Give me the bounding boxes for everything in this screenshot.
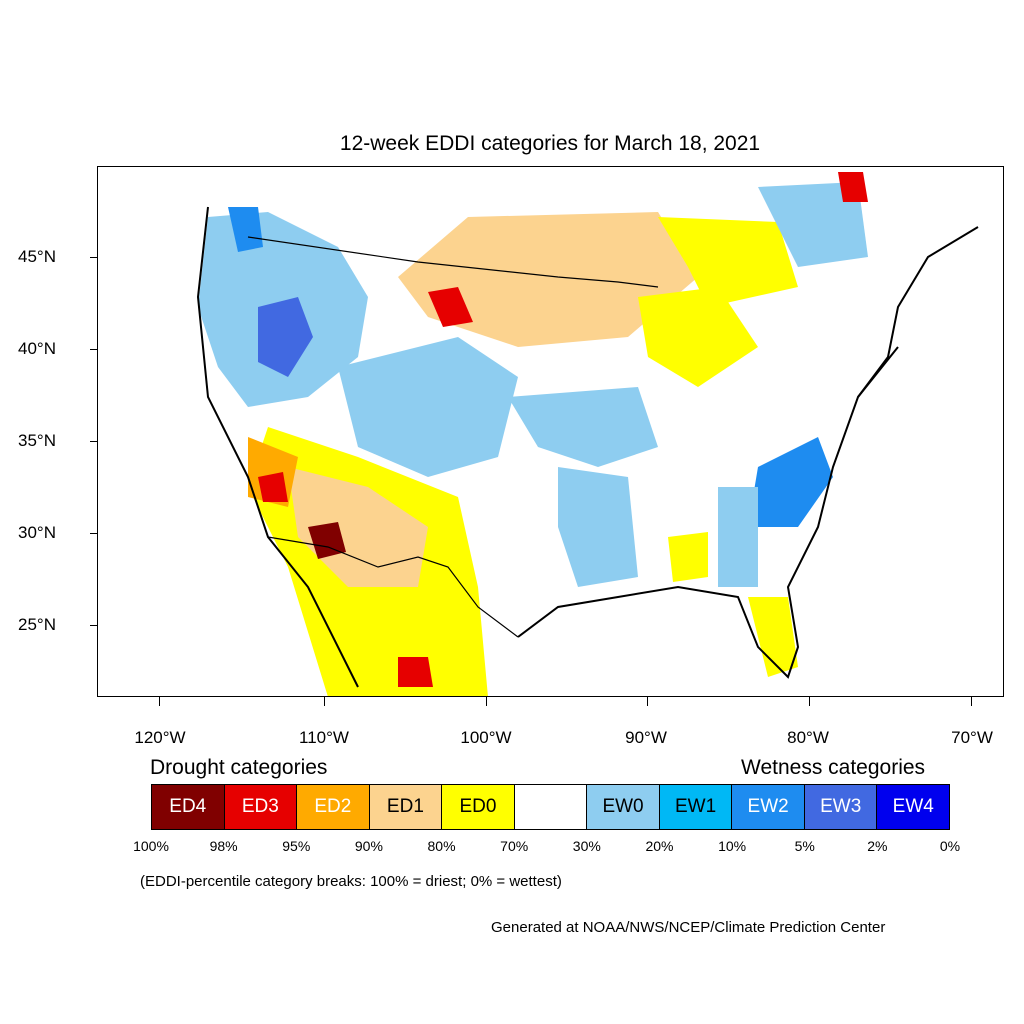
- lat-label-35: 35°N: [18, 431, 56, 450]
- carolinas-wet-region: [748, 437, 833, 527]
- drought-legend-heading: Drought categories: [150, 756, 328, 779]
- category-patches: [198, 172, 868, 696]
- break-label: 70%: [500, 838, 529, 854]
- legend-cell-ed0: ED0: [442, 785, 515, 829]
- northeast-coast: [857, 226, 979, 398]
- northern-plains-ed0-region: [658, 217, 798, 307]
- break-label: 95%: [282, 838, 311, 854]
- northern-plains-ed1-region: [398, 212, 698, 347]
- break-label: 30%: [572, 838, 601, 854]
- dakota-ed3-patch: [428, 287, 473, 327]
- credit-text: Generated at NOAA/NWS/NCEP/Climate Predi…: [491, 919, 886, 936]
- eddi-map: [196, 172, 979, 696]
- lon-label-70: 70°W: [951, 728, 993, 747]
- lon-tick-120: [159, 697, 160, 706]
- break-label: 90%: [354, 838, 383, 854]
- map-title: 12-week EDDI categories for March 18, 20…: [339, 132, 761, 155]
- break-label: 80%: [427, 838, 456, 854]
- legend-cell-ew4: EW4: [877, 785, 950, 829]
- appalachian-wet-region: [718, 487, 758, 587]
- lon-label-120: 120°W: [134, 728, 186, 747]
- rockies-wet-region: [338, 337, 518, 477]
- lon-label-110: 110°W: [299, 728, 349, 747]
- lat-tick-35: [90, 441, 98, 442]
- lat-tick-45: [90, 257, 98, 258]
- florida-ed0-region: [748, 597, 798, 677]
- wetness-legend-heading: Wetness categories: [741, 756, 926, 779]
- break-label: 100%: [133, 838, 169, 854]
- lon-label-100: 100°W: [460, 728, 512, 747]
- mexico-ed3-patch: [398, 657, 433, 687]
- lon-tick-70: [971, 697, 972, 706]
- legend-cell-ed2: ED2: [297, 785, 370, 829]
- lon-label-80: 80°W: [787, 728, 829, 747]
- legend-cell-ed1: ED1: [369, 785, 443, 829]
- west-coast: [196, 206, 359, 688]
- lat-label-40: 40°N: [18, 339, 56, 358]
- legend-cell-ed3: ED3: [224, 785, 298, 829]
- break-label: 0%: [939, 838, 961, 854]
- lat-tick-40: [90, 349, 98, 350]
- northeast-wet-region: [758, 182, 868, 267]
- category-note: (EDDI-percentile category breaks: 100% =…: [140, 873, 562, 890]
- arizona-ed4-patch: [308, 522, 346, 559]
- south-central-wet-region: [558, 467, 638, 587]
- lat-label-25: 25°N: [18, 615, 56, 634]
- canada-border: [247, 236, 659, 288]
- legend-cell-ed4: ED4: [152, 785, 225, 829]
- break-label: 5%: [794, 838, 815, 854]
- legend-cell-ew1: EW1: [659, 785, 733, 829]
- nevada-ed3-patch: [258, 472, 288, 502]
- break-label: 20%: [645, 838, 674, 854]
- lon-tick-80: [809, 697, 810, 706]
- boundaries: [196, 206, 979, 688]
- lat-label-45: 45°N: [18, 247, 56, 266]
- legend-cell-ew0: EW0: [587, 785, 660, 829]
- gulf-coast: [517, 346, 899, 679]
- lat-label-30: 30°N: [18, 523, 56, 542]
- lon-tick-100: [486, 697, 487, 706]
- map-frame: [97, 166, 1004, 697]
- alabama-ed0-region: [668, 532, 708, 582]
- lat-tick-30: [90, 533, 98, 534]
- lat-tick-25: [90, 625, 98, 626]
- lon-tick-90: [647, 697, 648, 706]
- legend-cell-ew3: EW3: [804, 785, 878, 829]
- legend-cell-normal: [514, 785, 588, 829]
- legend-cell-ew2: EW2: [732, 785, 805, 829]
- category-legend: ED4 ED3 ED2 ED1 ED0 EW0 EW1 EW2 EW3 EW4: [151, 784, 950, 830]
- quebec-ed3-patch: [838, 172, 868, 202]
- midwest-wet-region: [508, 387, 658, 467]
- break-label: 98%: [209, 838, 238, 854]
- northwest-ew2-patch: [258, 297, 313, 377]
- break-label: 10%: [718, 838, 747, 854]
- break-label: 2%: [867, 838, 888, 854]
- lon-tick-110: [324, 697, 325, 706]
- lon-label-90: 90°W: [625, 728, 667, 747]
- mexico-border: [267, 536, 519, 638]
- great-lakes-ed0-region: [638, 287, 758, 387]
- northwest-ew1-patch: [228, 207, 263, 252]
